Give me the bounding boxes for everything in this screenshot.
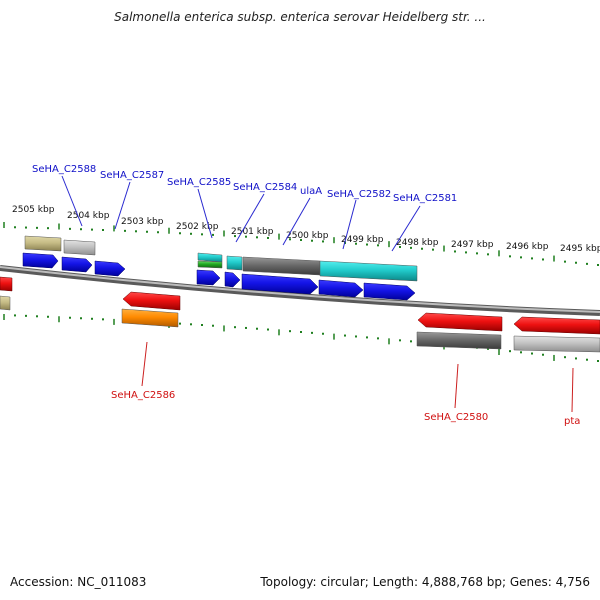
gene-label-ulaa[interactable]: ulaA — [300, 186, 322, 197]
feature-gray-block-reverse[interactable] — [416, 331, 502, 350]
leader-line — [391, 205, 421, 252]
scale-label: 2504 kbp — [67, 211, 110, 221]
scale-label: 2495 kbp — [560, 244, 600, 254]
feature-cyan-small[interactable] — [197, 252, 223, 263]
gene-label-pta[interactable]: pta — [564, 416, 580, 427]
leader-line — [197, 188, 213, 239]
feature-cyan-long[interactable] — [319, 260, 418, 282]
gene-label-sehac2587[interactable]: SeHA_C2587 — [100, 170, 164, 181]
gene-arrow-reverse[interactable] — [417, 312, 503, 332]
inner-tick-marks — [3, 314, 599, 362]
scale-label: 2502 kbp — [176, 222, 219, 232]
gene-arrow-forward[interactable] — [94, 260, 126, 277]
map-title: Salmonella enterica subsp. enterica sero… — [114, 10, 486, 24]
gene-label-sehac2581[interactable]: SeHA_C2581 — [393, 193, 457, 204]
gene-label-sehac2580[interactable]: SeHA_C2580 — [424, 412, 488, 423]
feature-khaki-block-reverse[interactable] — [0, 295, 11, 311]
leader-line — [61, 175, 83, 227]
leader-line — [282, 197, 311, 246]
scale-label: 2501 kbp — [231, 227, 274, 237]
feature-green-small[interactable] — [197, 260, 223, 269]
feature-orange-block[interactable] — [121, 308, 179, 328]
feature-cyan-block[interactable] — [226, 255, 243, 271]
gene-arrow-forward[interactable] — [22, 252, 59, 269]
outer-tick-marks — [3, 222, 599, 266]
leader-line — [114, 181, 131, 230]
scale-label: 2500 kbp — [286, 231, 329, 241]
gene-label-sehac2582[interactable]: SeHA_C2582 — [327, 189, 391, 200]
gene-arrow-forward[interactable] — [318, 279, 364, 298]
gene-arrow-forward[interactable] — [241, 273, 319, 295]
scale-label: 2503 kbp — [121, 217, 164, 227]
scale-label: 2496 kbp — [506, 242, 549, 252]
gene-arrow-forward[interactable] — [61, 256, 93, 273]
gene-arrow-reverse[interactable] — [122, 291, 181, 311]
gene-arrow-forward[interactable] — [224, 271, 241, 288]
gene-arrow-reverse[interactable] — [513, 316, 600, 335]
feature-lightgray-block-reverse[interactable] — [513, 335, 600, 353]
leader-line — [454, 363, 459, 409]
gene-arrow-forward[interactable] — [363, 282, 416, 301]
scale-label: 2497 kbp — [451, 240, 494, 250]
gene-label-sehac2588[interactable]: SeHA_C2588 — [32, 164, 96, 175]
feature-khaki-block[interactable] — [24, 235, 62, 252]
accession-text: Accession: NC_011083 — [10, 575, 147, 589]
backbone-arc-highlight — [0, 266, 600, 313]
genome-stats-text: Topology: circular; Length: 4,888,768 bp… — [260, 575, 590, 589]
feature-gray-block[interactable] — [242, 256, 321, 276]
leader-line — [141, 341, 148, 387]
gene-arrow-reverse[interactable] — [0, 276, 13, 292]
gene-label-sehac2586[interactable]: SeHA_C2586 — [111, 390, 175, 401]
leader-line — [571, 367, 574, 413]
scale-label: 2499 kbp — [341, 235, 384, 245]
gene-label-sehac2584[interactable]: SeHA_C2584 — [233, 182, 297, 193]
leader-line — [342, 199, 357, 250]
scale-label: 2498 kbp — [396, 238, 439, 248]
scale-label: 2505 kbp — [12, 205, 55, 215]
feature-lightgray-block[interactable] — [63, 239, 96, 256]
gene-arrow-forward[interactable] — [196, 269, 221, 286]
gene-label-sehac2585[interactable]: SeHA_C2585 — [167, 177, 231, 188]
leader-line — [235, 193, 265, 243]
